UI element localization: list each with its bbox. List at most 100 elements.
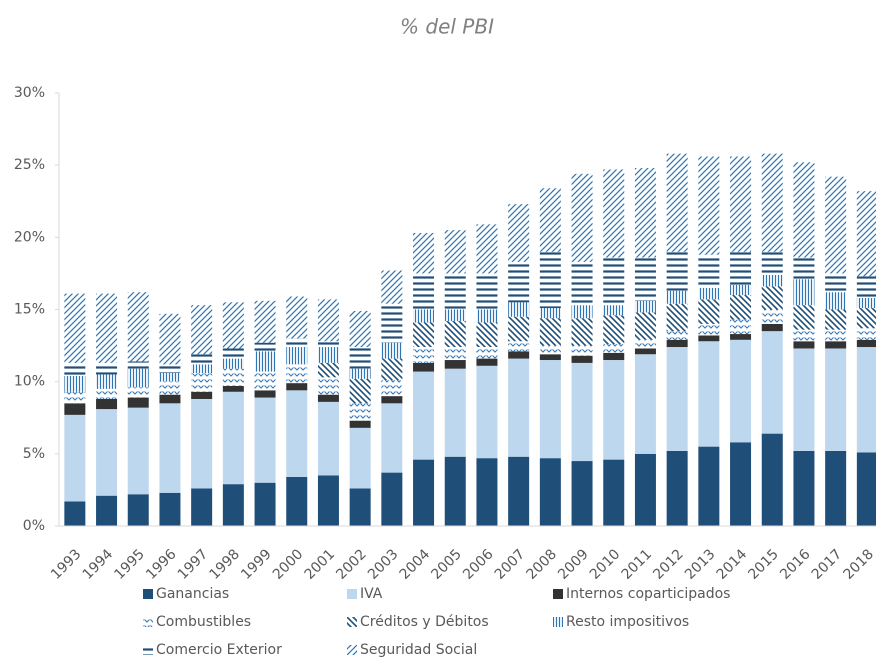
bar-segment <box>539 354 561 361</box>
bar-segment <box>476 358 498 366</box>
bar-segment <box>508 261 530 303</box>
bar-segment <box>698 287 720 300</box>
bar-segment <box>96 409 118 496</box>
bar-segment <box>159 394 181 404</box>
bar-segment <box>476 273 498 310</box>
bar-segment <box>856 452 876 526</box>
bar-segment <box>96 374 118 389</box>
bar-segment <box>96 388 118 399</box>
bar-segment <box>666 339 688 348</box>
bar-segment <box>286 296 308 339</box>
bar-segment <box>571 318 593 346</box>
legend-label: Combustibles <box>156 614 251 630</box>
bar-segment <box>825 292 847 310</box>
bar-segment <box>793 329 815 342</box>
bar-segment <box>698 156 720 255</box>
bar-segment <box>317 377 339 395</box>
chart-title: % del PBI <box>400 15 494 39</box>
bar-segment <box>571 355 593 363</box>
bar-segment <box>666 331 688 340</box>
bar-segment <box>317 394 339 402</box>
bar-segment <box>634 312 656 340</box>
y-tick-label: 0% <box>23 518 45 534</box>
bar-segment <box>127 494 149 526</box>
bar-segment <box>413 233 435 274</box>
bar-segment <box>381 403 403 473</box>
bar-segment <box>508 456 530 526</box>
bar-segment <box>539 345 561 355</box>
legend-label: Internos coparticipados <box>566 586 730 602</box>
bar-segment <box>413 459 435 526</box>
bar-segment <box>634 339 656 349</box>
bar-segment <box>793 341 815 349</box>
x-tick-label: 2013 <box>682 546 719 583</box>
bar-segment <box>254 300 276 343</box>
bar-segment <box>222 358 244 369</box>
x-tick-label: 2006 <box>460 546 497 583</box>
x-tick-label: 2002 <box>333 546 370 583</box>
legend-label: Resto impositivos <box>566 614 689 630</box>
bar-segment <box>761 251 783 275</box>
x-tick-label: 2008 <box>523 546 560 583</box>
bar-segment <box>127 387 149 398</box>
x-tick-label: 1996 <box>143 546 180 583</box>
bar-segment <box>127 292 149 362</box>
legend-swatch <box>347 589 357 599</box>
bar-segment <box>603 459 625 526</box>
bar-segment <box>730 339 752 443</box>
bar-segment <box>349 310 371 348</box>
bar-segment <box>730 442 752 526</box>
bar-segment <box>825 450 847 526</box>
bar-segment <box>444 273 466 310</box>
bar-segment <box>317 341 339 348</box>
bar-segment <box>603 257 625 306</box>
legend-swatch <box>347 617 357 627</box>
bar-segment <box>603 352 625 361</box>
x-tick-label: 2010 <box>587 546 624 583</box>
bar-segment <box>64 501 86 526</box>
bar-segment <box>286 390 308 477</box>
bar-segment <box>64 403 86 415</box>
bar-segment <box>856 308 876 329</box>
bar-segment <box>856 339 876 348</box>
bar-segment <box>539 458 561 526</box>
bar-segment <box>96 495 118 526</box>
bar-segment <box>286 338 308 348</box>
x-tick-label: 1997 <box>175 546 212 583</box>
bar-segment <box>825 341 847 349</box>
bar-segment <box>571 261 593 306</box>
x-tick-label: 1995 <box>111 546 148 583</box>
bar-segment <box>793 279 815 306</box>
bar-segment <box>571 362 593 462</box>
y-tick-label: 20% <box>14 229 45 245</box>
x-tick-label: 2005 <box>428 546 465 583</box>
bar-segment <box>825 176 847 274</box>
bar-segment <box>317 475 339 526</box>
bar-segment <box>825 329 847 342</box>
bar-segment <box>349 378 371 404</box>
bar-segment <box>856 328 876 340</box>
bar-segment <box>444 347 466 361</box>
bar-segment <box>444 321 466 348</box>
x-tick-label: 1993 <box>48 546 85 583</box>
bar-segment <box>191 488 213 526</box>
bar-segment <box>191 398 213 489</box>
bar-segment <box>317 362 339 378</box>
bar-segment <box>508 341 530 352</box>
x-tick-label: 2016 <box>777 546 814 583</box>
bar-segment <box>381 270 403 304</box>
y-tick-label: 10% <box>14 374 45 390</box>
legend-label: Comercio Exterior <box>156 642 282 657</box>
x-tick-label: 1999 <box>238 546 275 583</box>
legend-swatch <box>143 617 153 627</box>
bar-segment <box>381 358 403 381</box>
bar-segment <box>349 403 371 421</box>
bar-segment <box>698 323 720 336</box>
bar-segment <box>698 299 720 324</box>
x-tick-label: 2004 <box>397 546 434 583</box>
bar-segment <box>64 414 86 502</box>
y-tick-label: 15% <box>14 302 45 318</box>
bar-segment <box>856 347 876 453</box>
bar-segment <box>349 420 371 428</box>
